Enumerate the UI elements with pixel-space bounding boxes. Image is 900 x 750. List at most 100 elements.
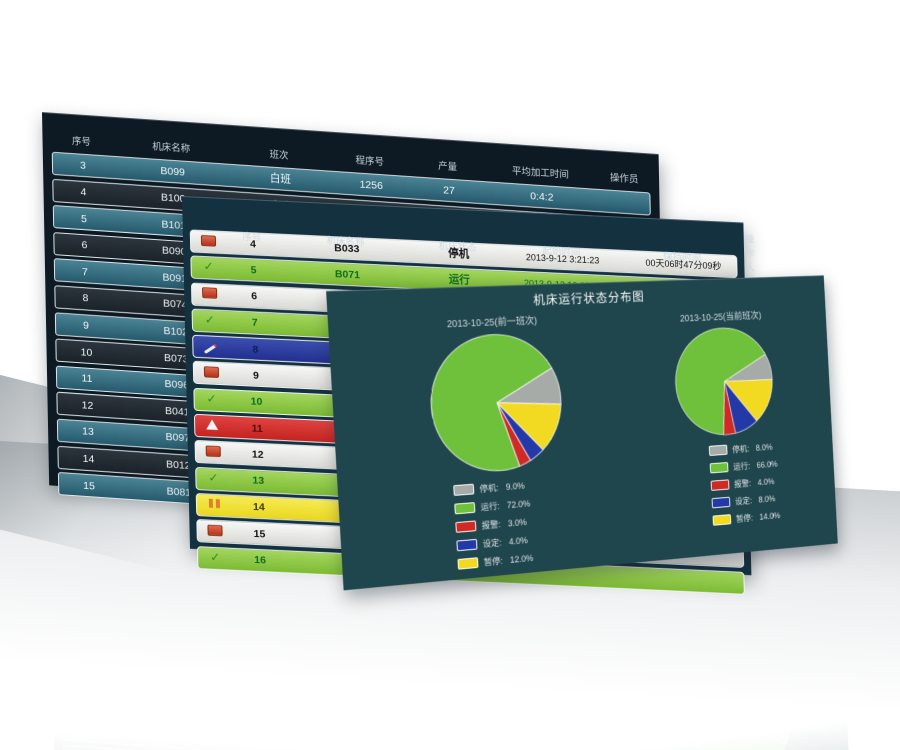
chart-subtitle: 2013-10-25(前一班次) xyxy=(446,315,538,331)
legend-value: 72.0% xyxy=(506,498,531,510)
pie-slice-暂停 xyxy=(497,399,563,453)
legend-label: 报警: xyxy=(481,519,501,531)
run-icon xyxy=(208,549,222,564)
legend-value: 14.0% xyxy=(759,510,781,522)
column-header: 产量 xyxy=(437,161,458,174)
cell-avg-time: 0:4:2 xyxy=(530,189,554,204)
status-distribution-panel: 机床运行状态分布图 2013-10-25(前一班次) 停机: 9.0% 运行: 72.… xyxy=(326,275,838,591)
legend-label: 报警: xyxy=(733,478,752,490)
icon-cell xyxy=(206,524,223,539)
stop-icon xyxy=(205,445,221,457)
cell-serial: 14 xyxy=(252,501,265,514)
legend-label: 运行: xyxy=(480,501,500,513)
run-icon xyxy=(206,470,220,485)
chart-legend: 停机: 8.0% 运行: 66.0% 报警: 4.0% 设定: 8.0% 暂停: 14.0% xyxy=(708,438,781,530)
column-header: 程序号 xyxy=(355,155,385,169)
legend-label: 停机: xyxy=(732,443,750,455)
cell-serial: 8 xyxy=(252,343,259,356)
run-icon xyxy=(203,312,217,327)
cell-machine-name: B071 xyxy=(334,268,361,282)
cell-output: 27 xyxy=(443,183,455,197)
cell-shift: 白班 xyxy=(269,172,292,187)
cell-serial: 5 xyxy=(80,212,87,226)
stop-icon xyxy=(206,524,223,537)
icon-cell xyxy=(203,366,219,381)
cell-machine-name: B099 xyxy=(160,164,186,179)
icon-cell xyxy=(206,470,220,488)
cell-serial: 4 xyxy=(249,237,256,251)
cell-serial: 7 xyxy=(251,316,258,330)
cell-serial: 15 xyxy=(83,479,95,493)
pie-chart-current-shift xyxy=(670,323,777,440)
column-header: 操作员 xyxy=(609,172,639,186)
legend-swatch-暂停 xyxy=(712,514,732,526)
legend-swatch-运行 xyxy=(454,502,476,515)
legend-value: 66.0% xyxy=(756,458,778,470)
cell-serial: 9 xyxy=(252,369,259,382)
cell-serial: 14 xyxy=(82,452,95,466)
legend-label: 设定: xyxy=(482,537,502,549)
icon-cell xyxy=(205,445,221,460)
legend-swatch-报警 xyxy=(455,520,477,533)
cell-serial: 8 xyxy=(82,292,89,306)
legend-label: 暂停: xyxy=(735,513,754,524)
legend-value: 12.0% xyxy=(509,552,534,565)
cell-serial: 11 xyxy=(81,372,93,386)
cell-serial: 13 xyxy=(252,474,265,488)
current-shift-chart: 2013-10-25(当前班次) 停机: 8.0% 运行: 66.0% 报警: 4.0% 设… xyxy=(626,300,823,557)
legend-label: 暂停: xyxy=(483,555,503,568)
legend-value: 8.0% xyxy=(758,493,776,504)
legend-value: 8.0% xyxy=(755,441,773,453)
column-header: 班次 xyxy=(269,149,289,162)
cell-serial: 10 xyxy=(250,395,263,409)
pie-slice-停机 xyxy=(495,368,561,408)
cell-serial: 4 xyxy=(80,185,87,199)
icon-cell xyxy=(201,259,215,277)
icon-cell xyxy=(208,549,222,567)
cell-start-time xyxy=(512,572,628,577)
icon-cell xyxy=(200,234,216,249)
legend-label: 运行: xyxy=(732,461,751,472)
tool-icon xyxy=(203,343,217,354)
icon-cell xyxy=(201,287,217,302)
cell-serial: 13 xyxy=(82,425,94,439)
stop-icon xyxy=(200,234,216,247)
legend-swatch-运行 xyxy=(709,461,729,474)
legend-label: 停机: xyxy=(479,482,499,494)
cell-serial: 12 xyxy=(81,399,94,413)
legend-label: 设定: xyxy=(734,495,753,507)
cell-serial: 6 xyxy=(251,290,258,303)
cell-serial: 10 xyxy=(80,345,93,359)
legend-value: 4.0% xyxy=(508,534,528,547)
charts-area: 2013-10-25(前一班次) 停机: 9.0% 运行: 72.0% 报警: 3.0% 设… xyxy=(328,298,838,585)
legend-swatch-停机 xyxy=(453,483,475,496)
pause-icon xyxy=(208,499,213,509)
column-header: 序号 xyxy=(71,136,92,149)
column-header: 平均加工时间 xyxy=(511,166,569,181)
chart-subtitle: 2013-10-25(当前班次) xyxy=(679,310,762,325)
legend-value: 9.0% xyxy=(505,480,525,492)
cell-serial: 9 xyxy=(82,319,89,332)
previous-shift-chart: 2013-10-25(前一班次) 停机: 9.0% 运行: 72.0% 报警: 3.0% 设… xyxy=(353,307,636,582)
column-header: 机床名称 xyxy=(152,141,191,156)
pie-chart-previous-shift xyxy=(424,328,568,479)
legend-value: 4.0% xyxy=(757,476,775,487)
cell-serial: 11 xyxy=(251,422,263,435)
pie-slice-运行 xyxy=(427,332,557,475)
cell-serial: 6 xyxy=(81,239,88,252)
icon-cell xyxy=(203,341,217,354)
cell-serial: 3 xyxy=(79,159,86,172)
alarm-icon xyxy=(206,419,219,431)
cell-status: 停机 xyxy=(448,247,470,261)
legend-value: 3.0% xyxy=(507,516,527,528)
run-icon xyxy=(201,259,215,274)
cell-duration xyxy=(628,577,754,583)
stop-icon xyxy=(201,287,217,299)
stop-icon xyxy=(203,366,219,378)
legend-swatch-设定 xyxy=(456,538,478,552)
legend-swatch-暂停 xyxy=(457,557,479,570)
cell-program: 1256 xyxy=(359,178,383,192)
cell-serial: 16 xyxy=(254,553,267,567)
legend-swatch-设定 xyxy=(711,496,731,509)
